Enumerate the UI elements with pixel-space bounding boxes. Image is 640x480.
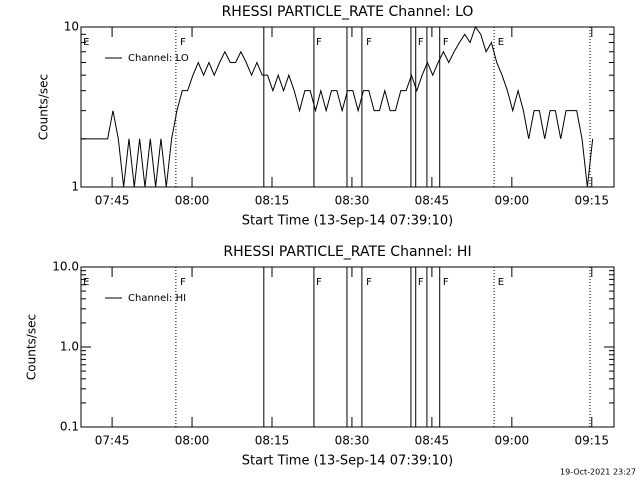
y-tick-label: 1.0 bbox=[60, 340, 79, 354]
x-tick-label: 09:00 bbox=[495, 434, 530, 448]
flag-label: F bbox=[443, 277, 449, 288]
flag-label: E bbox=[83, 37, 89, 48]
data-line bbox=[81, 25, 594, 188]
x-tick-label: 08:15 bbox=[255, 194, 290, 208]
flag-label: F bbox=[316, 37, 322, 48]
x-tick-label: 09:00 bbox=[495, 194, 530, 208]
x-tick-label: 08:45 bbox=[415, 194, 450, 208]
chart-title: RHESSI PARTICLE_RATE Channel: HI bbox=[223, 244, 471, 260]
x-tick-label: 07:45 bbox=[95, 194, 130, 208]
flag-label: E bbox=[83, 277, 89, 288]
flag-label: F bbox=[316, 277, 322, 288]
y-tick-label: 10 bbox=[64, 20, 79, 34]
y-tick-label: 10.0 bbox=[52, 260, 79, 274]
x-tick-label: 08:00 bbox=[175, 434, 210, 448]
flag-label: F bbox=[418, 277, 424, 288]
y-tick-label: 1 bbox=[71, 180, 79, 194]
x-tick-label: 09:15 bbox=[574, 194, 609, 208]
x-tick-label: 08:15 bbox=[255, 434, 290, 448]
legend-label: Channel: HI bbox=[128, 293, 186, 304]
chart-title: RHESSI PARTICLE_RATE Channel: LO bbox=[222, 4, 474, 20]
flag-label: F bbox=[443, 37, 449, 48]
flag-label: E bbox=[498, 277, 504, 288]
x-tick-label: 08:30 bbox=[335, 434, 370, 448]
y-axis-label: Counts/sec bbox=[37, 74, 51, 140]
legend-label: Channel: LO bbox=[128, 53, 189, 64]
flag-label: E bbox=[498, 37, 504, 48]
plot-frame bbox=[80, 26, 615, 188]
x-tick-label: 08:30 bbox=[335, 194, 370, 208]
x-tick-label: 09:15 bbox=[574, 434, 609, 448]
x-axis-label: Start Time (13-Sep-14 07:39:10) bbox=[242, 214, 453, 229]
flag-label: F bbox=[418, 37, 424, 48]
x-tick-label: 08:00 bbox=[175, 194, 210, 208]
y-axis-label: Counts/sec bbox=[25, 314, 39, 380]
x-axis-label: Start Time (13-Sep-14 07:39:10) bbox=[242, 454, 453, 469]
x-tick-label: 08:45 bbox=[415, 434, 450, 448]
flag-label: F bbox=[180, 277, 186, 288]
x-tick-label: 07:45 bbox=[95, 434, 130, 448]
footer-date: 19-Oct-2021 23:27 bbox=[560, 468, 636, 477]
flag-label: F bbox=[366, 277, 372, 288]
y-tick-label: 0.1 bbox=[60, 420, 79, 434]
flag-label: F bbox=[366, 37, 372, 48]
flag-label: F bbox=[180, 37, 186, 48]
